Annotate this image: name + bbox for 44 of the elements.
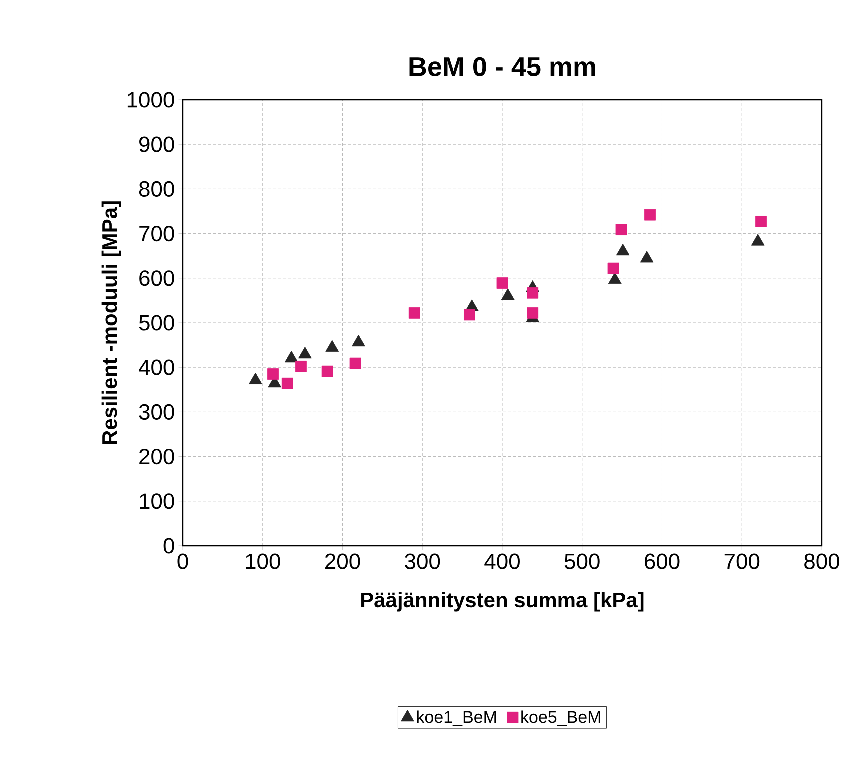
point	[527, 287, 539, 299]
point	[756, 216, 767, 228]
point	[527, 307, 539, 319]
chart-title: BeM 0 - 45 mm	[410, 57, 596, 76]
point	[644, 209, 656, 221]
y-tick-label: 1000	[128, 92, 174, 108]
y-tick-label: 700	[140, 226, 174, 242]
y-tick-label: 0	[164, 538, 174, 554]
x-tick-label: 300	[405, 554, 440, 570]
y-tick-label: 300	[139, 404, 174, 420]
point	[408, 307, 420, 319]
x-tick-label: 600	[645, 554, 680, 570]
point	[464, 309, 476, 321]
x-tick-label: 500	[564, 554, 600, 570]
y-tick-label: 200	[140, 448, 174, 465]
x-tick-label: 100	[246, 554, 280, 570]
x-tick-label: 700	[724, 554, 760, 570]
y-tick-label: 400	[139, 360, 174, 376]
point	[298, 346, 312, 359]
x-tick-label: 0	[178, 554, 188, 570]
point	[608, 272, 622, 284]
point	[326, 340, 340, 352]
point	[608, 262, 620, 274]
x-tick-label: 200	[326, 554, 360, 570]
y-tick-label: 900	[140, 136, 174, 152]
y-axis-title: Resilient -moduuli [MPa]	[102, 202, 122, 444]
y-tick-label: 500	[139, 315, 174, 331]
y-tick-label: 800	[139, 181, 174, 197]
legend-label: koe1_BeM	[417, 710, 496, 726]
y-tick-label: 100	[140, 494, 174, 510]
point	[284, 350, 298, 363]
point	[496, 278, 508, 289]
point	[616, 224, 628, 236]
y-tick-label: 600	[140, 270, 174, 286]
point	[501, 288, 515, 300]
point	[352, 334, 366, 347]
point	[616, 244, 630, 256]
point	[751, 234, 765, 246]
x-tick-label: 400	[484, 554, 520, 570]
legend-label: koe5_BeM	[522, 710, 600, 726]
x-tick-label: 800	[804, 554, 840, 570]
x-axis-title: Pääjännitysten summa [kPa]	[362, 592, 644, 612]
point	[248, 372, 262, 384]
point	[640, 251, 654, 263]
